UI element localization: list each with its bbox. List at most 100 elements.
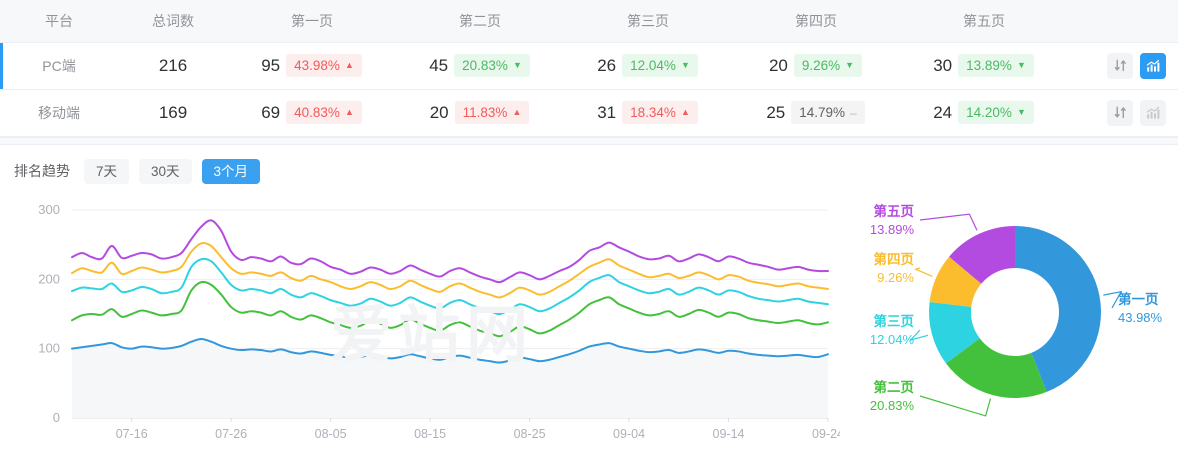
donut-label-value: 20.83%	[870, 398, 915, 413]
page-1-percent-badge: 43.98% ▲	[286, 54, 362, 77]
page-5-count: 24	[933, 102, 953, 122]
th-page-1[interactable]: 第一页	[228, 0, 396, 43]
page-5-percent-value: 13.89%	[966, 58, 1012, 73]
range-3m[interactable]: 3个月	[201, 158, 261, 184]
th-page-3[interactable]: 第三页	[564, 0, 732, 43]
arrow-up-icon: ▲	[680, 107, 690, 117]
platform-rank-table: 平台 总词数 第一页 第二页 第三页 第四页 第五页 PC端 216	[0, 0, 1178, 137]
donut-label-name: 第五页	[874, 203, 915, 219]
y-axis-ticks: 0 100 200 300	[38, 202, 60, 425]
donut-label-value: 13.89%	[870, 222, 915, 237]
dash-flat-icon: –	[850, 105, 857, 120]
donut-label-value: 9.26%	[877, 270, 914, 285]
page-3-count: 31	[597, 102, 617, 122]
trend-title: 排名趋势	[14, 163, 70, 179]
page-3-count: 26	[597, 55, 617, 75]
page-2-count: 45	[429, 55, 449, 75]
page-2-percent-value: 20.83%	[462, 58, 508, 73]
th-total-keywords[interactable]: 总词数	[118, 0, 228, 43]
svg-text:08-15: 08-15	[414, 427, 446, 441]
sort-icon[interactable]	[1107, 52, 1133, 79]
range-30d[interactable]: 30天	[139, 158, 192, 184]
page-4-percent-value: 14.79%	[799, 105, 846, 120]
donut-chart-svg: 第一页 43.98% 第二页 20.83% 第三页 12.04% 第四页 9.26% 第五页 13…	[870, 203, 1163, 417]
arrow-up-icon: ▲	[344, 60, 354, 70]
svg-text:0: 0	[53, 410, 60, 425]
arrow-up-icon: ▲	[512, 107, 522, 117]
th-page-5[interactable]: 第五页	[900, 0, 1068, 43]
page-4-percent-badge: 14.79% –	[791, 101, 865, 124]
svg-text:08-25: 08-25	[514, 427, 546, 441]
page-4-count: 20	[768, 55, 788, 75]
cell-page-3: 26 12.04% ▼	[564, 42, 732, 90]
arrow-down-icon: ▼	[680, 60, 690, 70]
cell-actions	[1068, 42, 1178, 90]
cell-page-2: 20 11.83% ▲	[396, 89, 564, 137]
cell-page-2: 45 20.83% ▼	[396, 42, 564, 90]
th-page-4[interactable]: 第四页	[732, 0, 900, 43]
page-1-count: 95	[261, 55, 281, 75]
platform-label: 移动端	[38, 104, 80, 121]
donut-slices	[929, 225, 1101, 398]
donut-slice[interactable]	[1015, 225, 1101, 392]
table-header-row: 平台 总词数 第一页 第二页 第三页 第四页 第五页	[0, 0, 1178, 43]
page-2-count: 20	[429, 102, 449, 122]
donut-slice[interactable]	[929, 301, 980, 363]
charts-area: 爱站网 0 100 200 300 07-16 07-26 08-05 08-15 08-25…	[0, 194, 1178, 454]
donut-label-name: 第四页	[874, 251, 915, 267]
cell-page-1: 95 43.98% ▲	[228, 42, 396, 90]
svg-text:200: 200	[38, 271, 60, 286]
cell-page-4: 25 14.79% –	[732, 89, 900, 137]
th-platform[interactable]: 平台	[0, 0, 118, 43]
page-2-percent-badge: 20.83% ▼	[454, 54, 530, 77]
donut-label-value: 43.98%	[1118, 310, 1163, 325]
cell-platform: 移动端	[0, 89, 118, 137]
trend-chart-icon[interactable]	[1140, 99, 1166, 126]
section-divider	[0, 136, 1178, 145]
th-page-2[interactable]: 第二页	[396, 0, 564, 43]
sort-icon[interactable]	[1107, 99, 1133, 126]
page-5-percent-value: 14.20%	[966, 105, 1012, 120]
donut-labels: 第一页 43.98% 第二页 20.83% 第三页 12.04% 第四页 9.26% 第五页 13…	[870, 203, 1163, 417]
cell-platform: PC端	[0, 42, 118, 90]
range-7d[interactable]: 7天	[84, 158, 130, 184]
arrow-down-icon: ▼	[512, 60, 522, 70]
cell-page-1: 69 40.83% ▲	[228, 89, 396, 137]
total-keywords-value: 169	[158, 102, 188, 122]
page-3-percent-badge: 18.34% ▲	[622, 101, 698, 124]
page-5-count: 30	[933, 55, 953, 75]
table-row[interactable]: 移动端 169 69 40.83% ▲ 20	[0, 89, 1178, 137]
trend-toolbar: 排名趋势 7天 30天 3个月	[0, 145, 1178, 194]
arrow-down-icon: ▼	[845, 60, 855, 70]
svg-text:100: 100	[38, 340, 60, 355]
trend-chart-icon[interactable]	[1140, 52, 1166, 79]
cell-page-3: 31 18.34% ▲	[564, 89, 732, 137]
cell-page-5: 30 13.89% ▼	[900, 42, 1068, 90]
donut-label-name: 第二页	[874, 379, 915, 395]
th-actions	[1068, 0, 1178, 43]
svg-text:07-16: 07-16	[116, 427, 148, 441]
rank-trend-line-chart[interactable]: 爱站网 0 100 200 300 07-16 07-26 08-05 08-15 08-25…	[0, 194, 840, 454]
donut-slice[interactable]	[929, 256, 982, 307]
svg-text:07-26: 07-26	[215, 427, 247, 441]
page-distribution-donut-chart[interactable]: 第一页 43.98% 第二页 20.83% 第三页 12.04% 第四页 9.26% 第五页 13…	[840, 194, 1178, 454]
svg-text:300: 300	[38, 202, 60, 217]
table-body: PC端 216 95 43.98% ▲ 45	[0, 42, 1178, 137]
page-5-percent-badge: 13.89% ▼	[958, 54, 1034, 77]
donut-slice[interactable]	[946, 337, 1047, 398]
donut-label-name: 第一页	[1118, 291, 1159, 307]
page-5-percent-badge: 14.20% ▼	[958, 101, 1034, 124]
range-selector: 7天 30天 3个月	[84, 158, 261, 184]
page-1-percent-value: 40.83%	[294, 105, 340, 120]
table-row[interactable]: PC端 216 95 43.98% ▲ 45	[0, 42, 1178, 90]
arrow-down-icon: ▼	[1016, 107, 1026, 117]
donut-slice[interactable]	[949, 225, 1015, 284]
page-2-percent-badge: 11.83% ▲	[454, 101, 530, 124]
page-1-count: 69	[261, 102, 281, 122]
page-1-percent-value: 43.98%	[294, 58, 340, 73]
svg-text:09-04: 09-04	[613, 427, 645, 441]
cell-actions	[1068, 89, 1178, 137]
cell-total: 216	[118, 42, 228, 90]
page-4-count: 25	[766, 102, 786, 122]
